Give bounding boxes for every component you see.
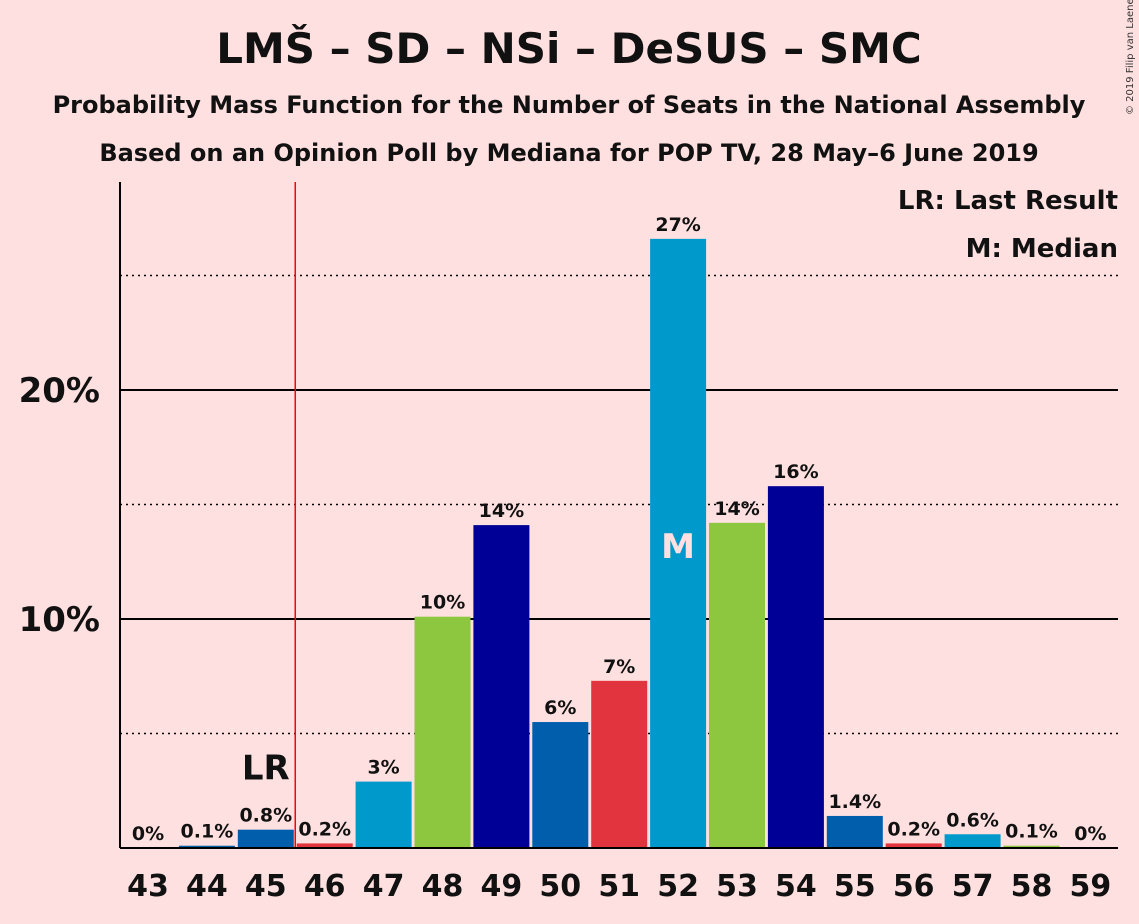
- bar-value-label: 0%: [1074, 823, 1106, 845]
- bar: [473, 525, 530, 848]
- bar-value-label: 0.1%: [181, 821, 234, 843]
- x-tick-label: 48: [422, 869, 464, 904]
- y-tick-label: 10%: [19, 600, 100, 640]
- copyright-notice: © 2019 Filip van Laenen: [1125, 0, 1136, 115]
- legend-median: M: Median: [966, 234, 1118, 264]
- last-result-marker: LR: [242, 749, 290, 789]
- bar-value-label: 7%: [603, 656, 635, 678]
- x-tick-label: 46: [304, 869, 346, 904]
- bar: [355, 781, 412, 848]
- x-tick-label: 50: [539, 869, 581, 904]
- bar-value-label: 0.6%: [946, 809, 999, 831]
- x-tick-label: 51: [598, 869, 640, 904]
- bar-value-labels: 0% 0.1%0.8%0.2%3%10%14%6%7%27%14%16%1.4%0…: [132, 214, 1107, 845]
- bar: [237, 829, 294, 848]
- bar-value-label: 6%: [544, 697, 576, 719]
- x-tick-label: 57: [952, 869, 994, 904]
- bar-value-label: 14%: [479, 500, 524, 522]
- chart-subtitle-1: Probability Mass Function for the Number…: [53, 91, 1086, 119]
- bar-value-label: 14%: [714, 498, 759, 520]
- x-tick-label: 59: [1070, 869, 1112, 904]
- bar: [650, 238, 707, 849]
- bar-value-label: 10%: [420, 592, 465, 614]
- bar: [826, 815, 883, 848]
- x-tick-label: 58: [1011, 869, 1053, 904]
- bar: [178, 845, 235, 848]
- bar-value-label: 1.4%: [828, 791, 881, 813]
- bar-value-label: 0.2%: [298, 818, 351, 840]
- bar: [709, 522, 765, 848]
- chart-title: LMŠ – SD – NSi – DeSUS – SMC: [216, 23, 922, 73]
- y-tick-label: 20%: [19, 371, 100, 411]
- x-tick-label: 56: [893, 869, 935, 904]
- bar-value-label: 3%: [367, 757, 399, 779]
- bar-value-label: 0.2%: [887, 818, 940, 840]
- y-axis-ticks: 10% 20%: [19, 371, 100, 640]
- bar: [1003, 845, 1060, 848]
- bar: [885, 843, 942, 848]
- bar: [414, 616, 471, 848]
- chart-subtitle-2: Based on an Opinion Poll by Mediana for …: [99, 139, 1038, 167]
- bar: [532, 722, 589, 848]
- bar-value-label: 0.8%: [239, 805, 292, 827]
- legend-last-result: LR: Last Result: [898, 186, 1118, 216]
- x-tick-label: 55: [834, 869, 876, 904]
- x-axis-ticks: 43 44 45 46 47 48 49 50 51 52 53 54 55 56 57 58 59: [127, 869, 1111, 904]
- x-tick-label: 53: [716, 869, 758, 904]
- bar-value-label: 27%: [655, 214, 700, 236]
- x-tick-label: 54: [775, 869, 817, 904]
- bar-value-label: 0%: [132, 823, 164, 845]
- x-tick-label: 44: [186, 869, 228, 904]
- bar-value-label: 16%: [773, 461, 818, 483]
- median-marker: M: [661, 527, 695, 567]
- bar: [944, 834, 1001, 848]
- bars: [178, 238, 1060, 849]
- x-tick-label: 45: [245, 869, 287, 904]
- bar: [591, 680, 648, 848]
- bar: [296, 843, 353, 848]
- x-tick-label: 47: [363, 869, 405, 904]
- x-tick-label: 49: [481, 869, 523, 904]
- bar-value-label: 0.1%: [1005, 821, 1058, 843]
- x-tick-label: 43: [127, 869, 169, 904]
- bar: [767, 486, 824, 848]
- x-tick-label: 52: [657, 869, 699, 904]
